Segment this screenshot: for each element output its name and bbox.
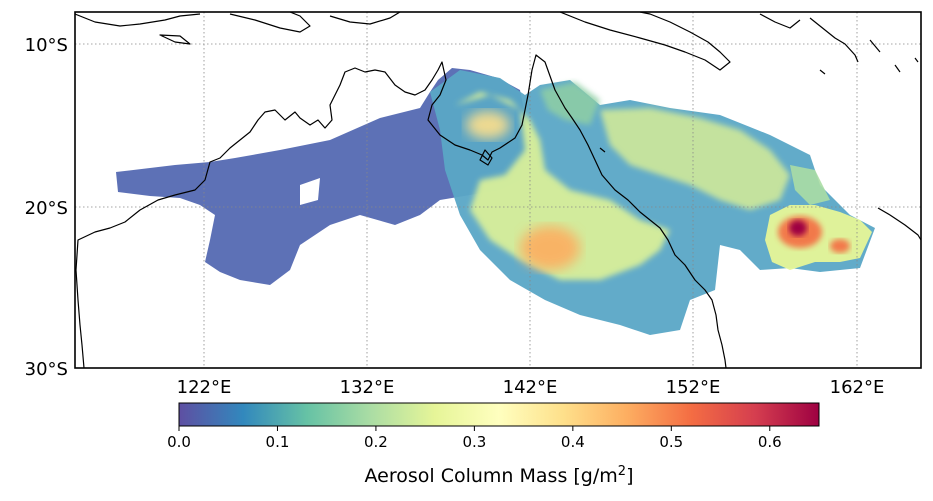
new-caledonia-coastline — [877, 207, 921, 241]
colorbar: 0.0 0.1 0.2 0.3 0.4 0.5 0.6 Aerosol Column Mas… — [167, 402, 820, 487]
lon-label-132e: 132°E — [340, 377, 395, 398]
aerosol-hotspot-north — [466, 111, 510, 139]
aerosol-hotspot-central — [520, 226, 580, 270]
plume-gap — [300, 178, 320, 205]
aerosol-east-core — [789, 220, 807, 236]
colorbar-ticks — [178, 426, 771, 431]
aerosol-yellow-region — [455, 92, 670, 280]
colorbar-gradient — [179, 403, 819, 426]
map-plot-area — [75, 12, 921, 368]
small-islands — [479, 57, 919, 166]
new-guinea-coastline — [559, 12, 731, 71]
colorbar-tick-label: 0.2 — [364, 433, 388, 451]
lat-label-10s: 10°S — [25, 35, 68, 56]
colorbar-tick-label: 0.0 — [167, 433, 191, 451]
aerosol-green-north — [540, 82, 600, 125]
colorbar-tick-label: 0.4 — [561, 433, 585, 451]
lon-label-142e: 142°E — [503, 377, 558, 398]
aerosol-east-north-strip — [790, 165, 830, 205]
map-frame — [74, 11, 922, 369]
colorbar-tick-labels: 0.0 0.1 0.2 0.3 0.4 0.5 0.6 — [167, 433, 782, 451]
colorbar-tick-label: 0.5 — [659, 433, 683, 451]
islands-north — [75, 12, 901, 73]
aerosol-field — [116, 68, 875, 335]
lat-label-20s: 20°S — [25, 198, 68, 219]
colorbar-label: Aerosol Column Mass [g/m2] — [365, 464, 634, 487]
lon-label-162e: 162°E — [830, 377, 885, 398]
colorbar-tick-label: 0.1 — [266, 433, 290, 451]
lon-label-122e: 122°E — [177, 377, 232, 398]
coastlines — [75, 12, 921, 368]
latitude-labels: 10°S 20°S 30°S — [25, 35, 68, 380]
colorbar-tick-label: 0.3 — [462, 433, 486, 451]
aerosol-yellow-east — [600, 108, 790, 210]
australia-coastline — [75, 54, 727, 368]
aerosol-east-secondary — [830, 239, 850, 253]
longitude-labels: 122°E 132°E 142°E 152°E 162°E — [177, 377, 885, 398]
aerosol-plume-west — [116, 68, 530, 285]
lon-label-152e: 152°E — [666, 377, 721, 398]
colorbar-frame — [178, 402, 820, 427]
lat-label-30s: 30°S — [25, 359, 68, 380]
gridlines — [75, 12, 921, 368]
colorbar-tick-label: 0.6 — [758, 433, 782, 451]
